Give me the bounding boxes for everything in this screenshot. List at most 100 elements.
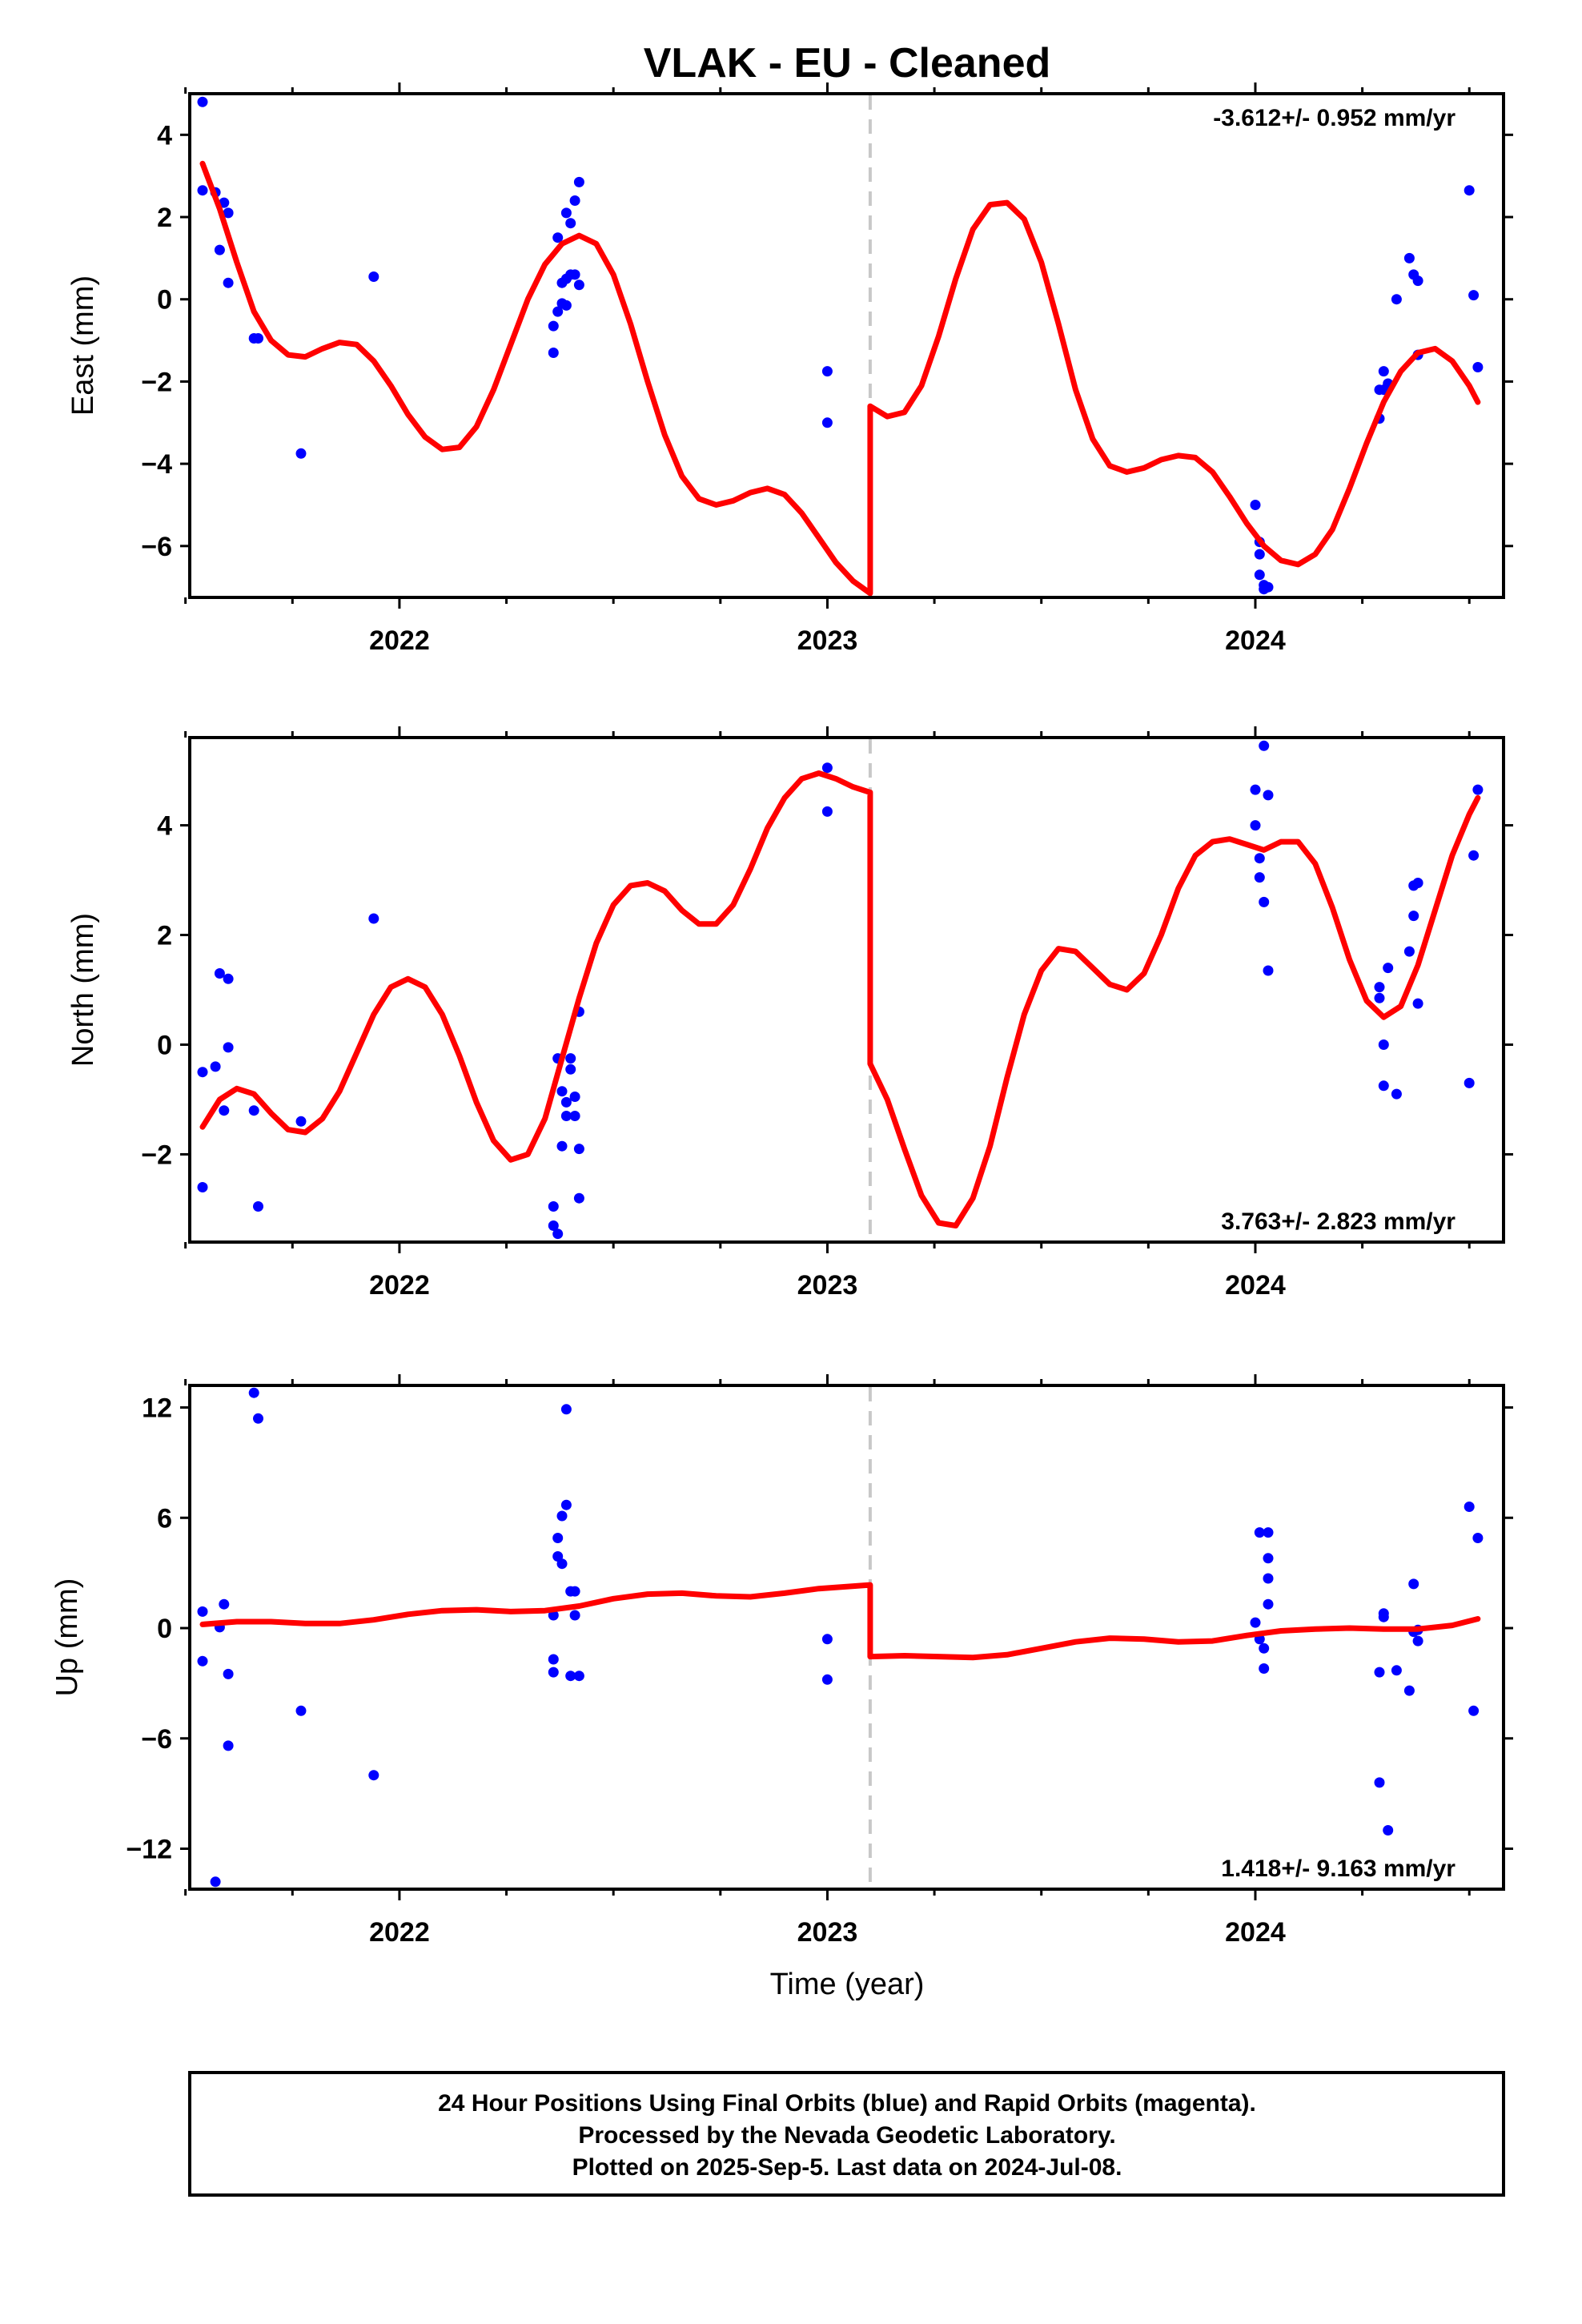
east-point-27: [821, 417, 833, 428]
footer-box: 24 Hour Positions Using Final Orbits (bl…: [188, 2071, 1505, 2197]
up-point-30: [1259, 1642, 1270, 1654]
north-point-36: [1374, 992, 1385, 1003]
east-point-10: [368, 271, 379, 282]
north-point-10: [368, 913, 379, 924]
up-point-37: [1374, 1667, 1385, 1678]
north-ytick-label-2: 2: [157, 921, 172, 951]
east-point-22: [569, 269, 580, 280]
east-point-1: [197, 185, 208, 196]
north-point-18: [560, 1111, 572, 1121]
north-model-line: [199, 770, 1481, 1228]
north-point-30: [1254, 853, 1265, 864]
east-point-25: [573, 176, 584, 187]
up-point-48: [1468, 1705, 1480, 1716]
up-point-35: [1263, 1598, 1274, 1610]
east-point-21: [565, 218, 576, 229]
up-point-7: [248, 1387, 259, 1398]
north-point-42: [1403, 946, 1415, 957]
north-ytick-label-3: 4: [157, 811, 172, 842]
up-point-27: [1250, 1617, 1261, 1628]
up-point-42: [1403, 1685, 1415, 1696]
up-point-16: [556, 1558, 568, 1570]
east-point-9: [295, 448, 307, 459]
north-point-22: [569, 1111, 580, 1121]
up-model-line: [199, 1582, 1481, 1661]
north-point-3: [214, 968, 225, 979]
east-point-31: [1254, 569, 1265, 581]
north-point-6: [223, 1042, 234, 1053]
up-point-0: [197, 1606, 208, 1617]
north-point-48: [1468, 850, 1480, 861]
east-ytick-label-5: 4: [157, 120, 172, 151]
up-ytick-label-3: 6: [157, 1503, 172, 1534]
east-point-40: [1391, 294, 1402, 305]
up-point-49: [1472, 1533, 1484, 1543]
up-point-26: [821, 1674, 833, 1685]
footer-line-2: Processed by the Nevada Geodetic Laborat…: [578, 2122, 1115, 2149]
north-point-27: [821, 806, 833, 817]
north-point-35: [1263, 965, 1274, 976]
up-point-34: [1263, 1573, 1274, 1584]
north-point-17: [560, 1096, 572, 1108]
up-rate-annotation: 1.418+/- 9.163 mm/yr: [1221, 1856, 1456, 1882]
up-point-41: [1391, 1665, 1402, 1676]
north-point-33: [1259, 896, 1270, 907]
north-point-46: [1412, 998, 1423, 1009]
up-point-31: [1259, 1663, 1270, 1674]
up-point-19: [560, 1404, 572, 1415]
east-point-23: [569, 195, 580, 206]
north-point-21: [569, 1092, 580, 1102]
up-point-29: [1254, 1527, 1265, 1538]
footer-line-1: 24 Hour Positions Using Final Orbits (bl…: [438, 2090, 1256, 2117]
up-points: [197, 1387, 1484, 1888]
up-point-18: [560, 1499, 572, 1510]
east-point-13: [552, 232, 564, 243]
east-ytick-label-0: −6: [141, 532, 172, 562]
north-points: [197, 740, 1484, 1240]
north-point-11: [548, 1201, 559, 1212]
up-point-11: [548, 1610, 559, 1621]
north-point-19: [565, 1063, 576, 1075]
north-point-12: [548, 1220, 559, 1231]
up-point-1: [197, 1655, 208, 1667]
east-xtick-label-2: 2024: [1225, 625, 1286, 656]
north-rate-annotation: 3.763+/- 2.823 mm/yr: [1221, 1208, 1456, 1235]
up-point-25: [821, 1634, 833, 1645]
east-point-46: [1468, 290, 1480, 301]
east-point-37: [1378, 366, 1389, 377]
east-point-43: [1412, 275, 1423, 287]
north-point-47: [1464, 1077, 1475, 1088]
north-point-25: [573, 1144, 584, 1155]
up-ytick-label-2: 0: [157, 1614, 172, 1644]
east-ytick-label-4: 2: [157, 203, 172, 233]
east-xtick-label-1: 2023: [797, 625, 858, 656]
east-points: [197, 96, 1484, 595]
north-point-15: [556, 1086, 568, 1097]
north-point-13: [552, 1228, 564, 1240]
up-point-40: [1383, 1825, 1394, 1835]
up-point-10: [368, 1770, 379, 1781]
up-plot-frame: [188, 1384, 1505, 1891]
up-xtick-label-2: 2024: [1225, 1917, 1286, 1948]
north-point-1: [197, 1182, 208, 1192]
up-point-13: [548, 1667, 559, 1678]
up-point-45: [1412, 1635, 1423, 1647]
north-panel: −2 0 2 4 2022 2023 2024 North (mm) 3.763+/- 2.82…: [66, 726, 1513, 1301]
east-plot-frame: [188, 92, 1505, 599]
east-point-12: [548, 348, 559, 358]
east-rate-annotation: -3.612+/- 0.952 mm/yr: [1213, 105, 1456, 131]
east-point-26: [821, 366, 833, 377]
chart-title: VLAK - EU - Cleaned: [644, 40, 1051, 86]
east-point-3: [214, 244, 225, 255]
north-point-32: [1259, 740, 1270, 751]
east-point-34: [1263, 581, 1274, 593]
east-ytick-label-3: 0: [157, 285, 172, 316]
north-xtick-label-2: 2024: [1225, 1270, 1286, 1301]
east-point-45: [1464, 185, 1475, 196]
up-y-axis-label: Up (mm): [50, 1578, 84, 1697]
east-point-30: [1254, 549, 1265, 560]
north-y-axis-label: North (mm): [66, 913, 100, 1067]
east-point-18: [560, 207, 572, 219]
east-point-24: [573, 279, 584, 291]
